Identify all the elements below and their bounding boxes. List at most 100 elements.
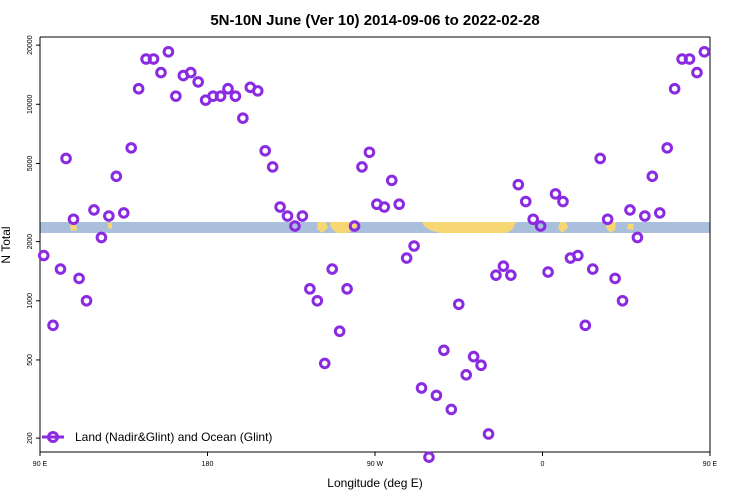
data-point	[661, 142, 673, 154]
data-point	[572, 249, 584, 262]
data-point	[594, 152, 606, 165]
data-point	[192, 76, 204, 88]
data-point	[311, 294, 324, 307]
land-band-pacific-island	[317, 222, 328, 233]
data-point	[393, 198, 405, 211]
data-point	[274, 201, 286, 213]
data-point	[162, 45, 175, 58]
data-point	[415, 382, 428, 394]
legend: Land (Nadir&Glint) and Ocean (Glint)	[42, 430, 272, 444]
x-tick-label: 90 E	[703, 461, 718, 468]
land-band-america	[330, 222, 360, 233]
data-point	[356, 161, 368, 173]
data-point	[616, 294, 629, 307]
data-point	[341, 283, 353, 295]
data-point	[259, 144, 271, 157]
data-point	[490, 269, 502, 281]
land-band-islands-b	[70, 224, 77, 231]
data-point	[542, 266, 554, 278]
data-point	[646, 170, 659, 183]
data-point	[296, 210, 309, 222]
data-point	[147, 53, 160, 65]
x-tick-label: 90 W	[367, 461, 384, 468]
data-point	[653, 207, 666, 219]
data-point	[37, 249, 50, 262]
data-point	[333, 325, 346, 338]
data-point	[88, 204, 100, 216]
data-point	[400, 252, 413, 264]
y-axis-ticks: 200 500 1000 2000 5000 10000 20000	[27, 35, 40, 444]
data-point	[385, 174, 398, 187]
data-point	[430, 389, 443, 402]
data-point	[363, 146, 376, 159]
y-tick-label: 500	[27, 354, 34, 366]
data-point	[512, 178, 525, 191]
land-band-africa	[422, 222, 516, 233]
data-point	[54, 263, 67, 275]
data-point	[304, 283, 316, 295]
data-point	[222, 82, 234, 95]
x-tick-label: 180	[202, 461, 214, 468]
data-point	[378, 201, 391, 213]
legend-marker	[47, 431, 59, 443]
data-point	[527, 213, 539, 226]
data-point	[460, 369, 472, 381]
geo-band	[40, 222, 710, 233]
data-point	[445, 403, 458, 416]
data-point	[497, 260, 510, 272]
y-tick-label: 1000	[27, 293, 34, 309]
data-point	[557, 195, 569, 208]
x-tick-label: 90 E	[33, 461, 48, 468]
data-point	[519, 195, 532, 208]
x-axis-label: Longitude (deg E)	[327, 476, 422, 490]
data-point	[237, 112, 249, 124]
data-point	[452, 298, 465, 311]
data-point	[170, 90, 182, 102]
data-point	[609, 272, 621, 285]
data-point	[549, 188, 562, 200]
y-tick-label: 10000	[27, 94, 34, 114]
data-point	[103, 210, 115, 222]
data-point	[348, 220, 361, 232]
y-tick-label: 2000	[27, 234, 34, 250]
land-band-islands-c	[108, 223, 112, 229]
data-point	[698, 45, 711, 58]
data-point	[80, 294, 93, 307]
data-point	[326, 263, 338, 275]
data-point	[691, 66, 703, 79]
data-point	[534, 220, 547, 232]
data-point	[132, 82, 145, 95]
data-point	[668, 82, 681, 95]
data-point	[639, 210, 651, 222]
ocean-band	[40, 222, 710, 233]
x-tick-label: 0	[541, 461, 545, 468]
data-point	[631, 231, 644, 244]
data-point	[184, 66, 197, 79]
data-point	[601, 213, 614, 226]
y-tick-label: 20000	[27, 35, 34, 55]
y-axis-label: N Total	[0, 226, 13, 263]
data-point	[67, 213, 80, 226]
data-point	[586, 263, 599, 275]
data-point	[281, 210, 294, 222]
data-point	[318, 357, 331, 370]
x-axis-ticks: 90 E 180 90 W 0 90 E	[33, 452, 718, 468]
data-point	[95, 231, 108, 244]
data-point	[125, 142, 137, 154]
plot-frame	[39, 36, 711, 453]
data-point	[229, 90, 242, 102]
data-point	[475, 359, 487, 372]
y-tick-label: 200	[27, 432, 34, 444]
data-point	[47, 319, 59, 332]
data-point	[60, 152, 72, 165]
data-point	[505, 269, 517, 281]
data-point	[110, 170, 123, 183]
land-band-islands-a	[627, 224, 634, 230]
chart-title: 5N-10N June (Ver 10) 2014-09-06 to 2022-…	[210, 12, 539, 29]
data-point	[438, 344, 450, 357]
land-band-asia	[558, 222, 568, 233]
data-point	[155, 66, 167, 79]
legend-label: Land (Nadir&Glint) and Ocean (Glint)	[75, 430, 272, 444]
data-point	[214, 90, 227, 102]
